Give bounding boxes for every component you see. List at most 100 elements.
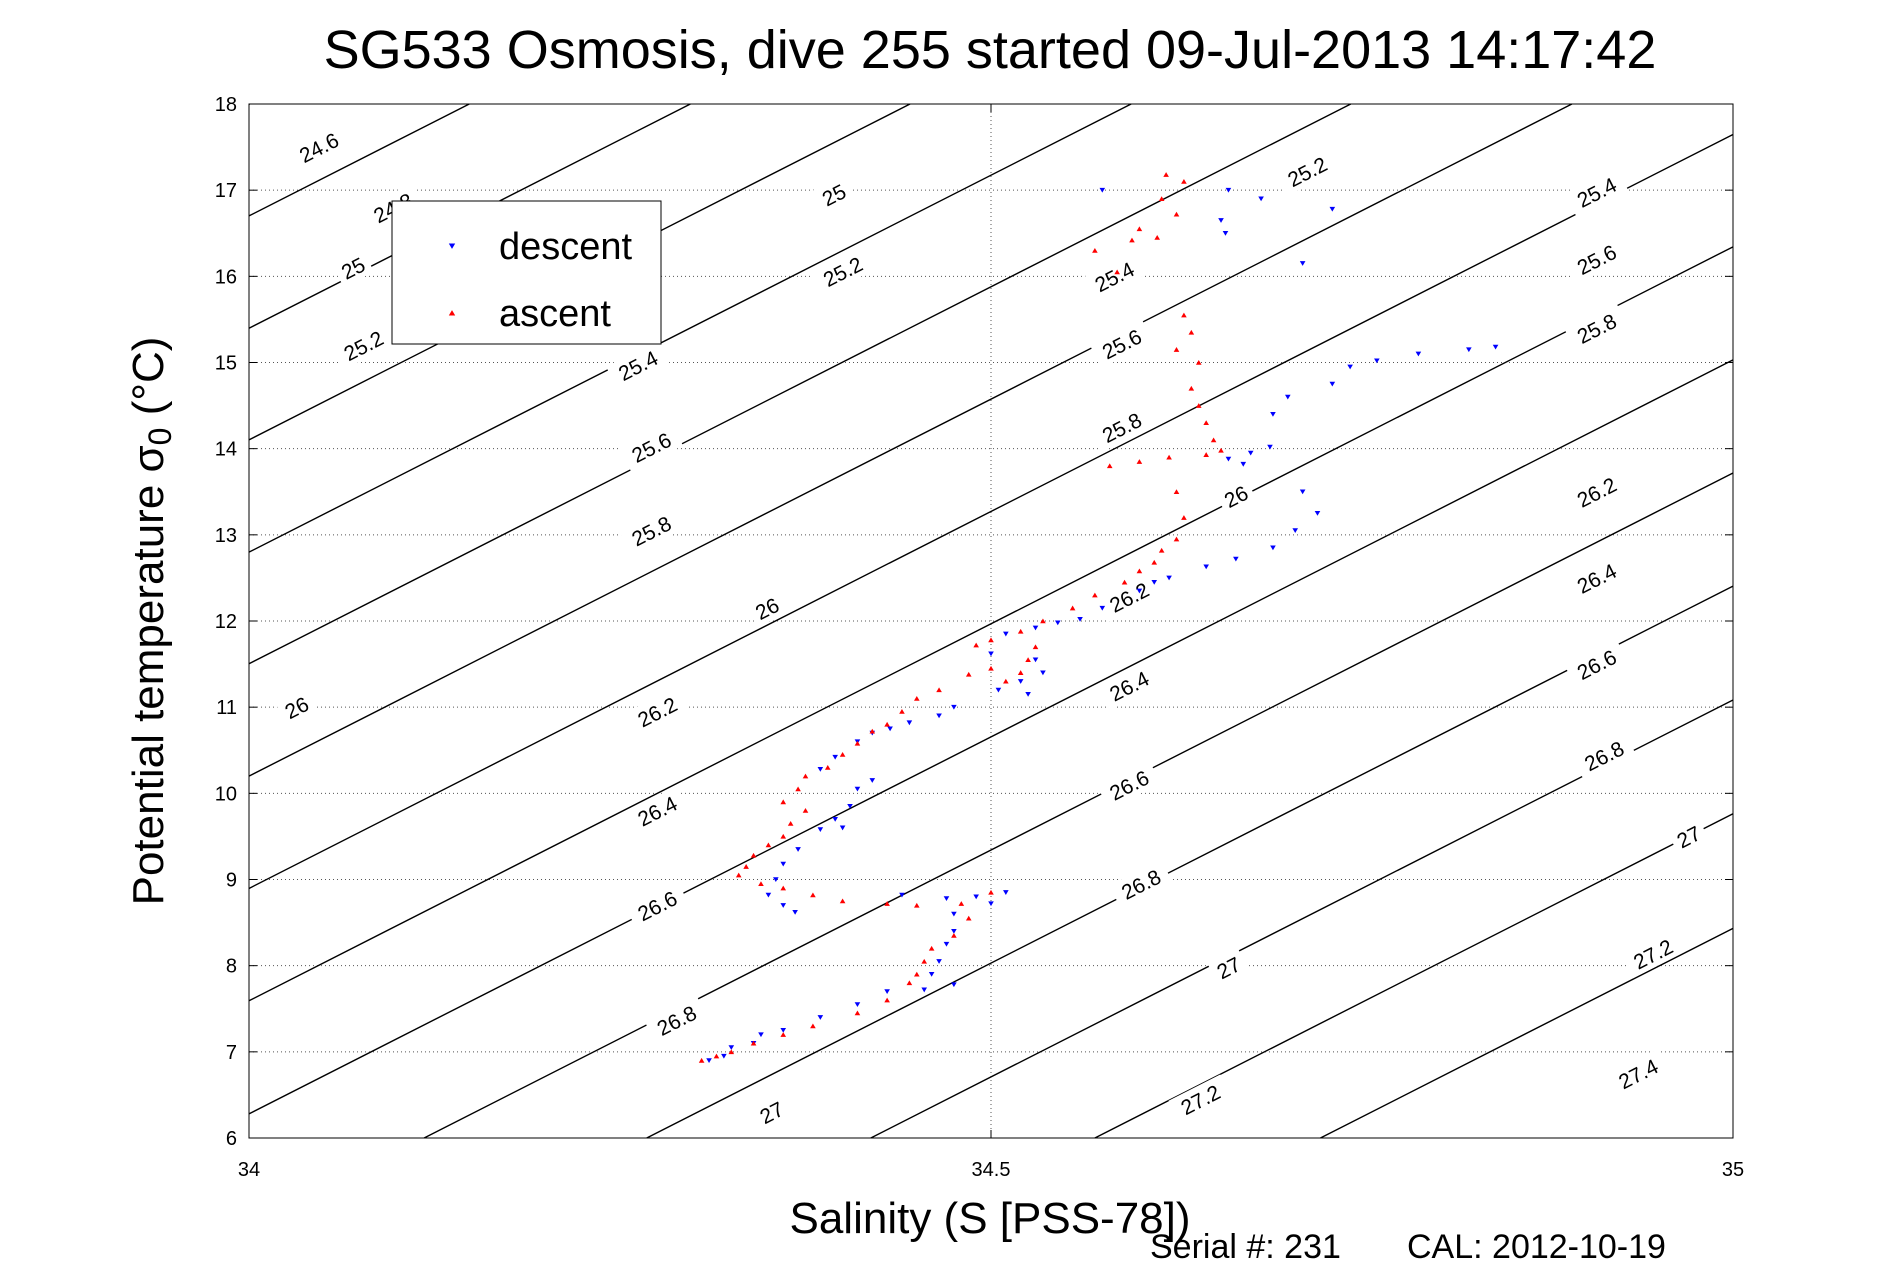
ascent-point	[1136, 226, 1143, 232]
ascent-point	[1218, 447, 1224, 453]
descent-point	[1032, 657, 1039, 663]
calibration-date: CAL: 2012-10-19	[1407, 1228, 1666, 1262]
contour-label-mask	[745, 588, 788, 628]
ascent-point	[839, 752, 846, 757]
descent-point	[951, 911, 957, 917]
ascent-point	[1129, 237, 1135, 243]
descent-point	[943, 941, 950, 947]
contour-line-27-4	[1320, 927, 1734, 1139]
descent-point	[1136, 588, 1143, 594]
ascent-point	[951, 932, 957, 938]
ascent-point	[1181, 312, 1187, 318]
ascent-point	[1003, 678, 1009, 684]
ascent-point	[750, 852, 757, 858]
descent-point	[899, 892, 905, 898]
ascent-point	[928, 945, 935, 951]
ascent-point	[743, 864, 749, 869]
contour-label-mask	[1109, 859, 1173, 909]
ascent-point	[1069, 605, 1076, 611]
descent-point	[832, 754, 838, 760]
legend-marker-ascent	[448, 310, 456, 316]
contour-label-mask	[331, 320, 396, 370]
descent-point	[1025, 692, 1031, 697]
descent-point	[1222, 231, 1229, 236]
legend-entry-ascent: ascent	[448, 293, 611, 335]
descent-point	[906, 720, 913, 726]
ascent-point	[914, 696, 920, 701]
ascent-point	[1195, 403, 1202, 408]
descent-point	[884, 989, 890, 995]
y-axis-label-main: Potential temperature σ	[124, 445, 173, 905]
contour-line-25-4	[248, 103, 1132, 553]
legend: descent ascent	[391, 200, 662, 345]
y-tick-label: 15	[215, 353, 237, 375]
contour-label-mask	[1082, 251, 1146, 302]
contour-label-mask	[1097, 759, 1161, 810]
ascent-point	[1158, 547, 1165, 553]
ascent-point	[1203, 452, 1209, 457]
ascent-point	[1173, 211, 1180, 217]
y-tick-label: 6	[226, 1128, 237, 1150]
descent-point	[1054, 620, 1061, 626]
ascent-point	[1173, 489, 1180, 494]
contour-label-mask	[275, 687, 318, 727]
descent-point	[1466, 347, 1472, 353]
descent-point	[1203, 564, 1209, 570]
ascent-point	[899, 708, 905, 714]
y-tick-label: 9	[226, 870, 237, 892]
y-tick-label: 10	[215, 783, 237, 805]
descent-point	[1285, 394, 1291, 400]
ascent-point	[884, 901, 890, 906]
descent-point	[1292, 528, 1299, 534]
ascent-point	[1181, 179, 1187, 184]
y-tick-label: 14	[215, 439, 237, 461]
descent-point	[1225, 187, 1232, 193]
ascent-point	[1154, 235, 1161, 240]
ascent-point	[1136, 459, 1143, 464]
ascent-point	[698, 1057, 705, 1063]
contour-label-mask	[1089, 402, 1154, 452]
contour-label-mask	[810, 246, 875, 296]
ascent-point	[965, 671, 972, 677]
ascent-point	[780, 1032, 787, 1037]
contour-label-mask	[287, 122, 351, 172]
ascent-point	[1158, 196, 1165, 202]
descent-point	[1329, 206, 1336, 212]
descent-point	[780, 861, 787, 867]
y-tick-label: 18	[215, 94, 237, 116]
contour-label-mask	[1572, 730, 1636, 781]
ascent-point	[914, 971, 920, 977]
ascent-point	[810, 1023, 816, 1029]
contour-label-mask	[1564, 553, 1629, 603]
y-tick-label: 13	[215, 525, 237, 547]
y-axis-label-unit: (°C)	[124, 337, 173, 428]
ascent-point	[1203, 420, 1209, 426]
descent-point	[1151, 579, 1158, 585]
ascent-point	[1092, 247, 1098, 253]
descent-point	[832, 816, 838, 822]
descent-point	[817, 1015, 824, 1020]
descent-point	[817, 827, 824, 833]
ascent-point	[958, 901, 965, 906]
contour-label-mask	[1564, 639, 1629, 689]
descent-point	[1240, 461, 1247, 467]
contour-label-mask	[619, 422, 683, 472]
ascent-point	[810, 892, 816, 898]
grid-lines	[249, 104, 1733, 1138]
contour-line-24-8	[248, 103, 470, 217]
contour-label-mask	[625, 785, 689, 836]
descent-point	[1099, 605, 1106, 611]
descent-point	[1374, 358, 1380, 364]
descent-point	[936, 713, 942, 719]
descent-point	[943, 896, 950, 901]
contour-label-mask	[1606, 1048, 1670, 1099]
ascent-point	[973, 642, 979, 648]
ascent-point	[988, 637, 994, 643]
ascent-point	[787, 820, 794, 826]
descent-point	[854, 786, 861, 792]
descent-point	[792, 910, 798, 915]
ascent-point	[1121, 579, 1128, 585]
descent-point	[1003, 631, 1009, 637]
descent-point	[951, 982, 957, 988]
ascent-point	[1173, 536, 1180, 542]
